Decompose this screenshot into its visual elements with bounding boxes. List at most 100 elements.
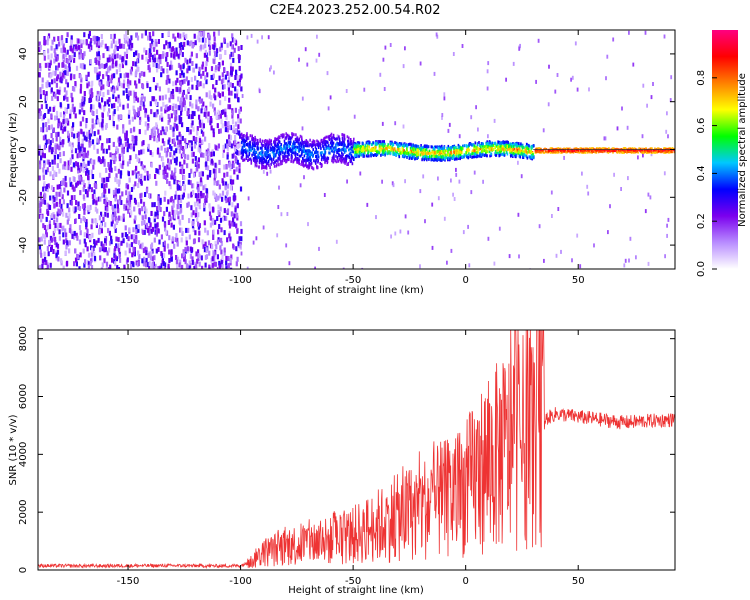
spectrogram-cell [198,71,201,76]
spectrogram-cell [125,205,128,211]
spectrogram-cell [518,143,520,147]
spectrogram-cell [227,197,230,203]
spectrogram-cell [178,33,181,39]
spectrogram-cell [56,243,60,249]
spectrogram-cell [323,153,325,157]
spectrogram-cell [180,102,183,108]
spectrogram-cell [231,44,234,50]
spectrogram-cell [329,95,332,100]
spectrogram-cell [176,77,179,83]
spectrogram-cell [204,184,207,189]
spectrogram-cell [90,265,94,269]
spectrogram-cell [285,148,287,152]
spectrogram-cell [93,123,96,129]
spectrogram-cell [238,82,241,88]
spectrogram-cell [326,160,329,163]
spectrogram-cell [189,180,192,186]
spectrogram-cell [455,155,457,159]
spectrogram-cell [45,127,48,133]
spectrogram-cell [236,159,239,165]
spectrogram-cell [73,74,76,80]
spectrogram-cell [164,147,167,153]
spectrogram-cell [49,171,52,177]
spectrogram-cell [519,151,521,154]
spectrogram-cell [116,148,119,154]
spectrogram-cell [227,86,230,91]
spectrogram-cell [182,102,185,108]
spectrogram-cell [108,230,111,236]
spectrogram-cell [538,224,541,229]
spectrogram-cell [114,261,117,267]
spectrogram-cell [341,136,344,140]
spectrogram-cell [41,258,44,264]
spectrogram-cell [226,237,229,243]
spectrogram-cell [197,157,200,163]
spectrogram-cell [439,155,442,159]
spectrogram-cell [323,137,325,141]
spectrogram-cell [122,124,125,130]
spectrogram-cell [96,137,99,143]
spectrogram-cell [530,154,533,158]
spectrogram-cell [59,102,62,108]
spectrogram-cell [104,101,107,107]
spectrogram-cell [261,163,263,166]
spectrogram-cell [482,149,484,153]
spectrogram-cell [192,189,195,195]
spectrogram-cell [208,45,211,51]
spectrogram-cell [437,157,439,161]
spectrogram-cell [147,116,150,122]
spectrogram-cell [98,102,101,108]
spectrogram-cell [50,133,53,138]
spectrogram-cell [195,53,198,59]
spectrogram-cell [196,217,199,222]
spectrogram-cell [58,121,61,127]
spectrogram-cell [237,54,240,60]
spectrogram-cell [447,150,449,154]
spectrogram-cell [453,197,456,201]
spectrogram-cell [47,48,50,54]
spectrogram-cell [307,141,309,145]
spectrogram-cell [40,236,43,242]
spectrogram-cell [324,142,327,146]
spectrogram-cell [183,78,186,84]
spectrogram-cell [49,262,52,268]
spectrogram-cell [54,70,57,76]
spectrogram-cell [59,77,62,83]
spectrogram-cell [45,216,48,222]
spectrogram-cell [89,260,92,266]
spectrogram-cell [359,146,361,150]
spectrogram-cell [395,142,398,146]
spectrogram-cell [395,153,398,157]
spectrogram-cell [270,143,273,147]
spectrogram-cell [224,50,227,55]
spectrogram-cell [144,262,148,268]
spectrogram-cell [435,150,438,154]
spectrogram-cell [476,150,479,154]
spectrogram-cell [325,140,327,143]
spectrogram-cell [644,30,647,35]
spectrogram-cell [93,182,96,188]
spectrogram-cell [227,82,230,88]
spectrogram-cell [461,146,464,150]
spectrogram-cell [191,259,194,265]
spectrogram-cell [254,163,257,167]
spectrogram-cell [336,149,338,152]
spectrogram-cell [215,51,218,57]
spectrogram-cell [176,204,179,210]
spectrogram-cell [58,209,62,215]
spectrogram-cell [221,255,224,260]
spectrogram-cell [459,150,462,154]
spectrogram-cell [612,37,615,42]
spectrogram-cell [319,162,321,165]
spectrogram-cell [268,163,270,167]
spectrogram-cell [218,62,221,67]
spectrogram-cell [484,148,487,152]
spectrogram-cell [154,211,157,217]
spectrogram-cell [109,264,112,269]
spectrogram-cell [50,87,53,93]
spectrogram-cell [154,223,157,229]
spectrogram-cell [269,67,271,72]
spectrogram-cell [77,38,80,44]
spectrogram-cell [208,203,211,209]
spectrogram-cell [170,60,173,66]
